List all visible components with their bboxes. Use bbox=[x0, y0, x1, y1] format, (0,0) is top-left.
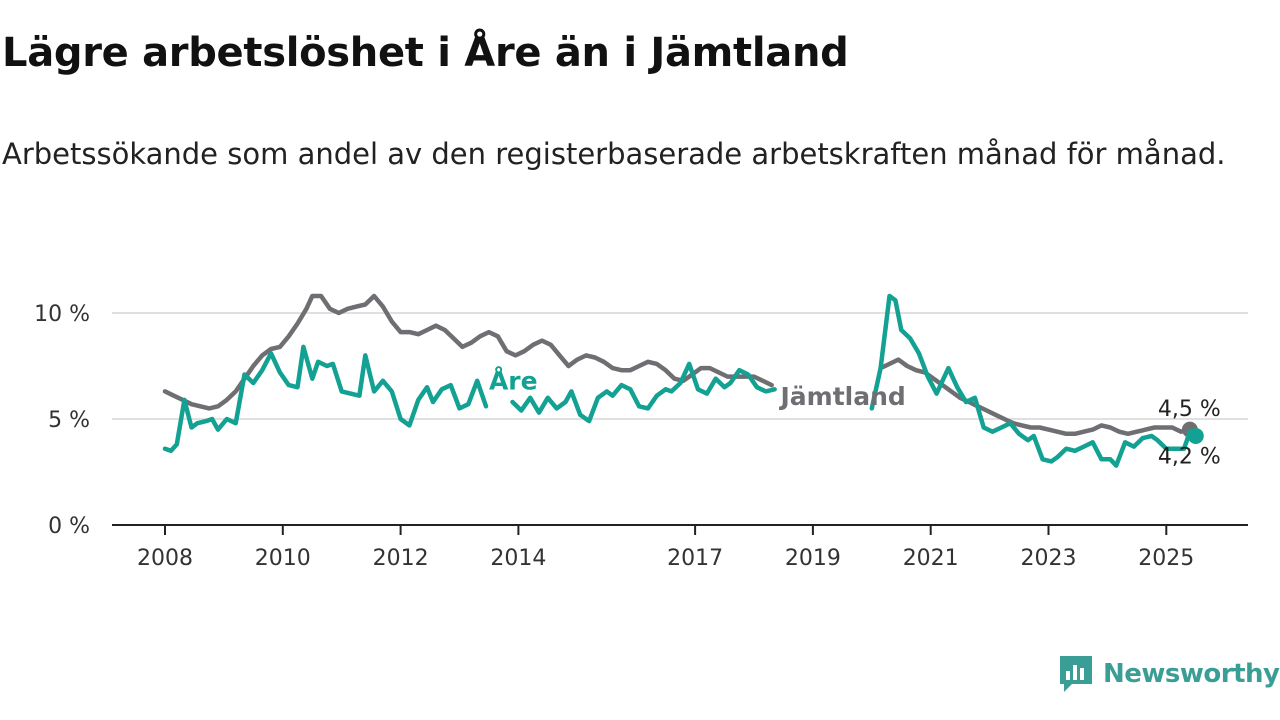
are-series-end-marker bbox=[1187, 427, 1204, 444]
chart-subtitle: Arbetssökande som andel av den registerb… bbox=[2, 137, 1226, 171]
are-series-line bbox=[510, 361, 777, 424]
jamtland-series-line bbox=[878, 357, 1193, 437]
chart-title: Lägre arbetslöshet i Åre än i Jämtland bbox=[2, 30, 849, 76]
are-end-value-label: 4,2 % bbox=[1158, 445, 1221, 470]
x-tick-label: 2017 bbox=[667, 546, 723, 571]
newsworthy-logo-icon bbox=[1060, 656, 1092, 692]
x-tick-label: 2008 bbox=[137, 546, 193, 571]
x-tick-label: 2019 bbox=[785, 546, 841, 571]
y-tick-label: 10 % bbox=[34, 302, 90, 327]
x-tick-label: 2010 bbox=[255, 546, 311, 571]
x-tick-label: 2012 bbox=[373, 546, 429, 571]
newsworthy-logo: Newsworthy bbox=[1058, 654, 1280, 694]
x-tick-label: 2021 bbox=[903, 546, 959, 571]
are-series-label: Åre bbox=[489, 366, 538, 395]
y-tick-label: 0 % bbox=[48, 514, 90, 539]
jamtland-end-value-label: 4,5 % bbox=[1158, 397, 1221, 422]
x-tick-label: 2023 bbox=[1021, 546, 1077, 571]
x-tick-label: 2025 bbox=[1138, 546, 1194, 571]
are-series-line bbox=[162, 344, 489, 454]
newsworthy-logo-text: Newsworthy bbox=[1103, 659, 1280, 689]
jamtland-series-label: Jämtland bbox=[779, 382, 906, 411]
x-tick-label: 2014 bbox=[490, 546, 546, 571]
jamtland-series-line bbox=[162, 293, 774, 411]
y-tick-label: 5 % bbox=[48, 408, 90, 433]
are-series-line bbox=[869, 293, 1199, 468]
